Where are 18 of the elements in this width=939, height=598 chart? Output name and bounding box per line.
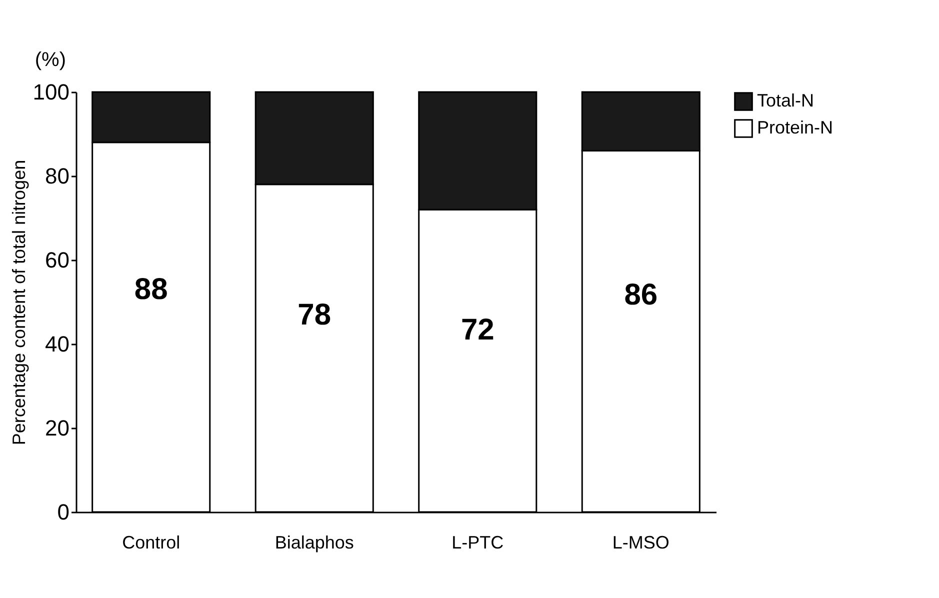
y-tick-label: 40 bbox=[45, 332, 70, 356]
data-label: 78 bbox=[298, 298, 332, 332]
x-tick-label: L-MSO bbox=[612, 532, 670, 552]
y-tick-label: 20 bbox=[45, 416, 70, 440]
y-axis-title: Percentage content of total nitrogen bbox=[8, 160, 29, 446]
data-label: 72 bbox=[460, 314, 494, 347]
legend-label: Total-N bbox=[757, 90, 814, 110]
data-label: 86 bbox=[624, 278, 658, 312]
y-tick-label: 80 bbox=[45, 164, 70, 188]
x-tick-label: L-PTC bbox=[452, 532, 504, 552]
x-tick-label: Bialaphos bbox=[274, 532, 354, 552]
y-tick-label: 60 bbox=[45, 248, 70, 272]
legend-label: Protein-N bbox=[757, 118, 834, 138]
text: (%) bbox=[34, 49, 66, 71]
y-tick-label: 0 bbox=[57, 500, 70, 524]
y-tick-label: 100 bbox=[32, 80, 70, 104]
x-tick-label: Control bbox=[122, 532, 180, 552]
data-label: 88 bbox=[134, 273, 168, 306]
